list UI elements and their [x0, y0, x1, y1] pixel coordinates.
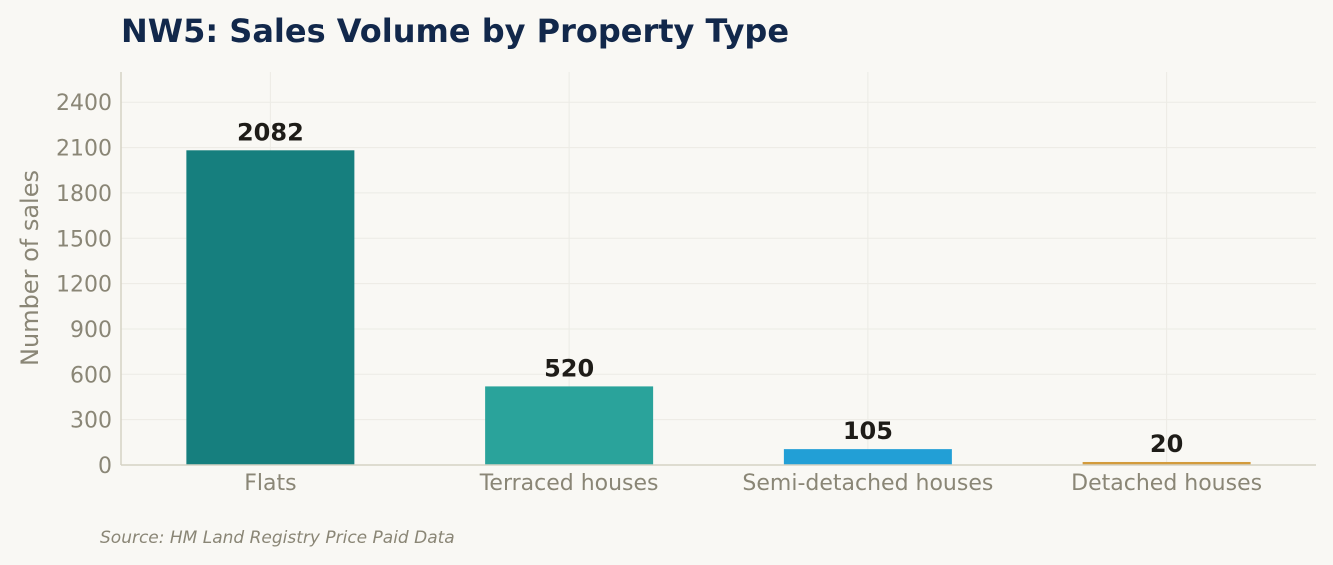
y-axis-title: Number of sales	[16, 170, 44, 366]
y-tick-label: 900	[70, 318, 112, 343]
y-tick-label: 1500	[56, 227, 112, 252]
x-tick-label: Semi-detached houses	[742, 471, 993, 496]
x-tick-label: Detached houses	[1071, 471, 1262, 496]
x-tick-label: Flats	[244, 471, 296, 496]
bar	[485, 386, 654, 465]
source-note: Source: HM Land Registry Price Paid Data	[100, 528, 455, 548]
bar-value-label: 105	[843, 417, 893, 445]
y-tick-label: 300	[70, 409, 112, 434]
bar-value-label: 520	[544, 354, 594, 382]
y-tick-label: 2400	[56, 91, 112, 116]
bars	[186, 150, 1251, 465]
bar-value-label: 2082	[237, 118, 304, 146]
bar-value-label: 20	[1150, 430, 1183, 458]
data-labels: 2082 520 105 20	[237, 118, 1183, 458]
bar	[186, 150, 355, 465]
bar	[1082, 461, 1251, 465]
y-tick-label: 1200	[56, 273, 112, 298]
y-tick-label: 0	[98, 454, 112, 479]
y-tick-label: 1800	[56, 182, 112, 207]
bar	[783, 449, 952, 465]
axes: 0 300 600 900 1200 1500 1800 2100 2400 Flats Terra…	[56, 72, 1316, 496]
y-tick-label: 2100	[56, 137, 112, 162]
y-tick-label: 600	[70, 363, 112, 388]
chart-title: NW5: Sales Volume by Property Type	[121, 12, 789, 50]
x-tick-label: Terraced houses	[479, 471, 659, 496]
